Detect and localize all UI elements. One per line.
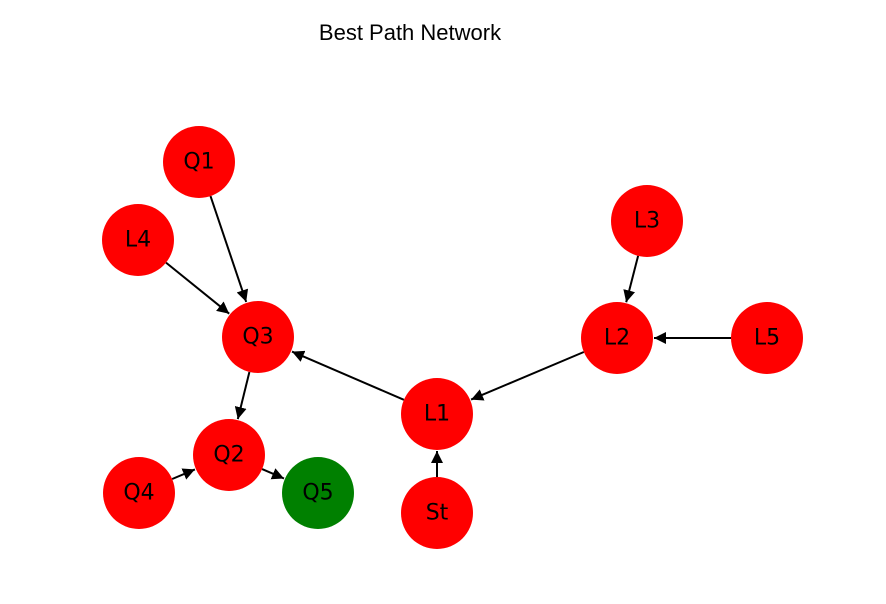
node-label-q4: Q4: [123, 481, 154, 506]
node-circle-l3: [611, 185, 683, 257]
node-label-l3: L3: [634, 209, 660, 234]
node-circle-l4: [102, 204, 174, 276]
node-circle-q3: [222, 301, 294, 373]
node-label-l5: L5: [754, 326, 780, 351]
node-q4: Q4: [103, 457, 175, 529]
node-l5: L5: [731, 302, 803, 374]
node-circle-q1: [163, 126, 235, 198]
node-q1: Q1: [163, 126, 235, 198]
node-circle-l5: [731, 302, 803, 374]
nodes-layer: Q1 L4 Q3 L3 L2 L5 L1 Q2 Q4 Q5 St: [102, 126, 803, 549]
edge-l2-to-l1: [470, 351, 585, 401]
edge-l1-to-q3: [291, 350, 405, 401]
node-label-st: St: [426, 501, 449, 526]
node-st: St: [401, 477, 473, 549]
node-label-l1: L1: [424, 402, 450, 427]
node-label-l4: L4: [125, 228, 151, 253]
node-circle-l2: [581, 302, 653, 374]
node-label-q1: Q1: [183, 150, 214, 175]
edge-q4-to-q2: [171, 468, 196, 480]
node-l1: L1: [401, 378, 473, 450]
node-circle-q4: [103, 457, 175, 529]
node-l4: L4: [102, 204, 174, 276]
edge-l3-to-l2: [623, 255, 640, 303]
diagram-title: Best Path Network: [318, 20, 502, 45]
edge-q1-to-q3: [209, 195, 249, 303]
node-label-q2: Q2: [213, 443, 244, 468]
node-l3: L3: [611, 185, 683, 257]
node-circle-st: [401, 477, 473, 549]
edge-q2-to-q5: [261, 468, 285, 480]
edge-q3-to-q2: [234, 371, 251, 420]
edges-layer: [165, 195, 731, 480]
node-label-q5: Q5: [302, 481, 333, 506]
node-label-l2: L2: [604, 326, 630, 351]
node-label-q3: Q3: [242, 325, 273, 350]
node-q2: Q2: [193, 419, 265, 491]
node-circle-q5: [282, 457, 354, 529]
node-circle-q2: [193, 419, 265, 491]
node-l2: L2: [581, 302, 653, 374]
edge-l4-to-q3: [165, 261, 230, 315]
node-q5: Q5: [282, 457, 354, 529]
node-q3: Q3: [222, 301, 294, 373]
node-circle-l1: [401, 378, 473, 450]
